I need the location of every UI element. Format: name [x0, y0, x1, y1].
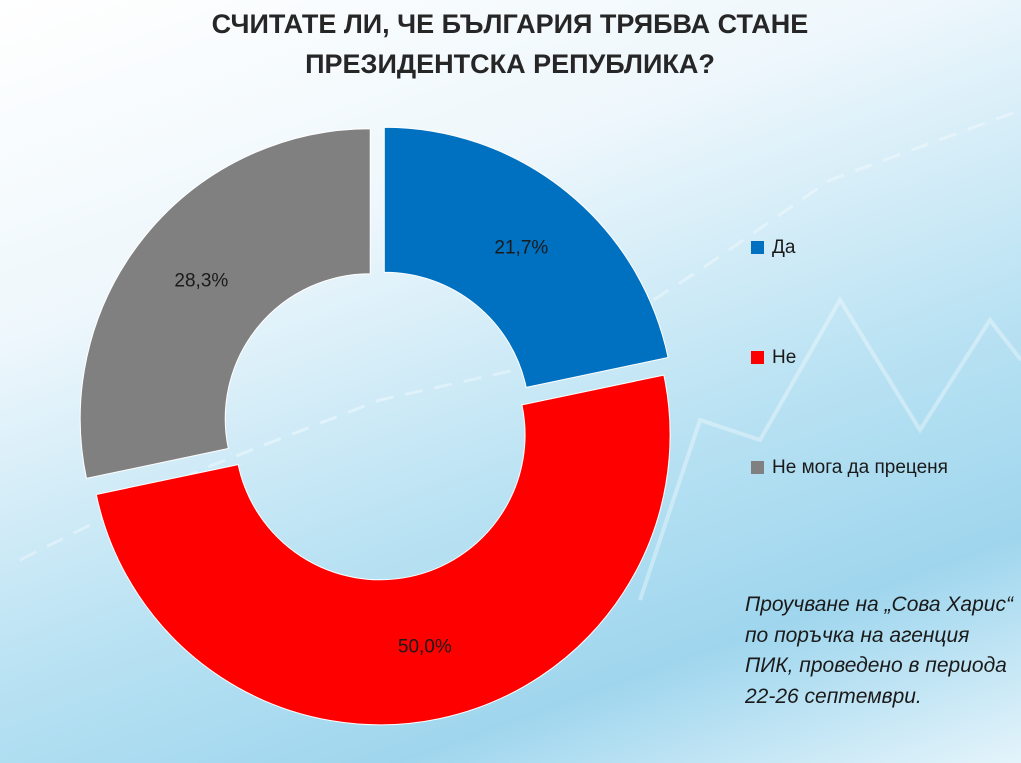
legend-swatch — [751, 241, 764, 254]
data-label: 50,0% — [398, 637, 452, 658]
legend-swatch — [751, 351, 764, 364]
donut-slice — [95, 374, 671, 726]
legend-label: Не мога да преценя — [772, 457, 948, 478]
donut-slice — [383, 126, 669, 388]
data-label: 28,3% — [174, 271, 228, 292]
data-label: 21,7% — [494, 237, 548, 258]
legend-label: Да — [772, 237, 796, 258]
legend-swatch — [751, 461, 764, 474]
chart-title: СЧИТАТЕ ЛИ, ЧЕ БЪЛГАРИЯ ТРЯБВА СТАНЕ ПРЕ… — [211, 9, 809, 79]
legend-label: Не — [772, 347, 796, 368]
donut-slice — [79, 128, 371, 479]
annotation: Проучване на „Сова Харис“ по поръчка на … — [745, 593, 1013, 708]
